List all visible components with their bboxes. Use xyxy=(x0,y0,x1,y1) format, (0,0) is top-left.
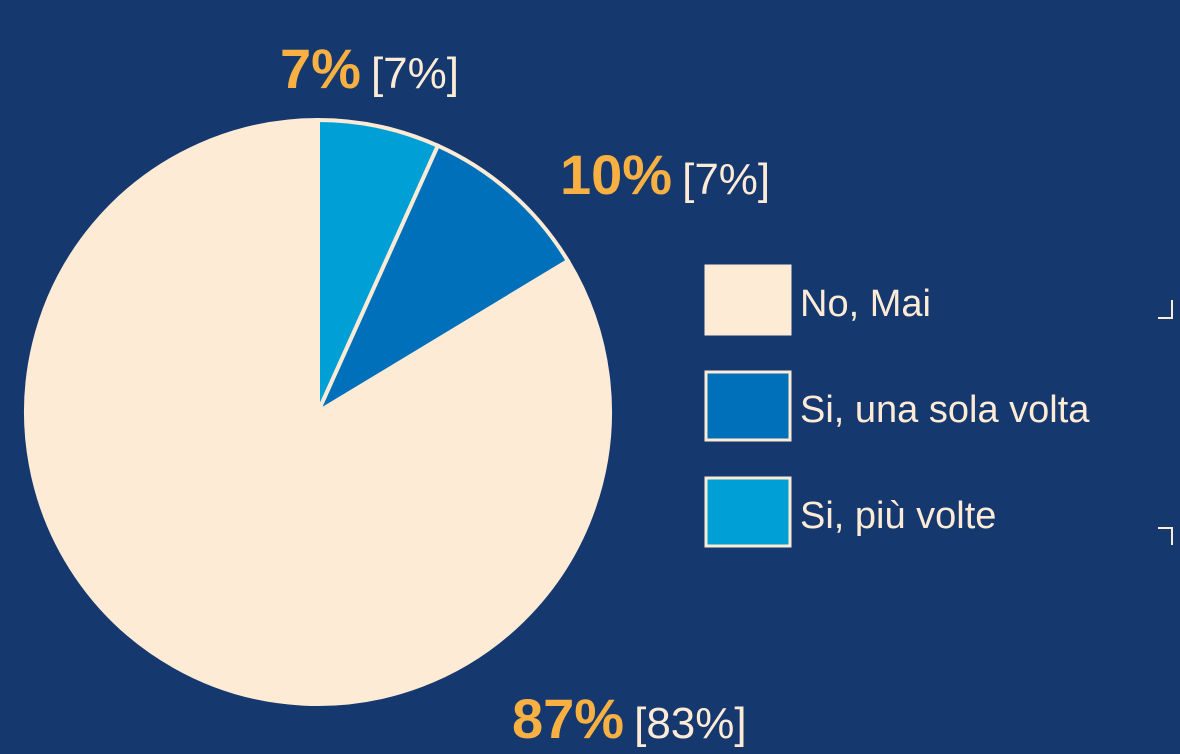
previous-label: [7%] xyxy=(682,155,770,204)
value-label: 7% xyxy=(280,37,361,100)
legend-label: Si, una sola volta xyxy=(800,389,1090,431)
previous-label: [83%] xyxy=(634,699,747,748)
previous-label: [7%] xyxy=(371,49,459,98)
legend-label: No, Mai xyxy=(800,283,931,325)
legend-label: Si, più volte xyxy=(800,495,996,537)
bracket xyxy=(1158,527,1173,545)
bracket xyxy=(1158,300,1173,319)
value-label: 10% xyxy=(560,143,672,206)
slice-label: 7% [7%] xyxy=(280,37,459,100)
slice-label: 10% [7%] xyxy=(560,143,770,206)
value-label: 87% xyxy=(512,687,624,750)
legend-swatch xyxy=(704,264,792,336)
pie-slice xyxy=(313,143,571,418)
pie-slice xyxy=(24,117,612,706)
pie-slice xyxy=(316,117,441,413)
legend-swatch xyxy=(704,370,792,442)
slice-label: 87% [83%] xyxy=(512,687,747,750)
legend-swatch xyxy=(704,476,792,548)
